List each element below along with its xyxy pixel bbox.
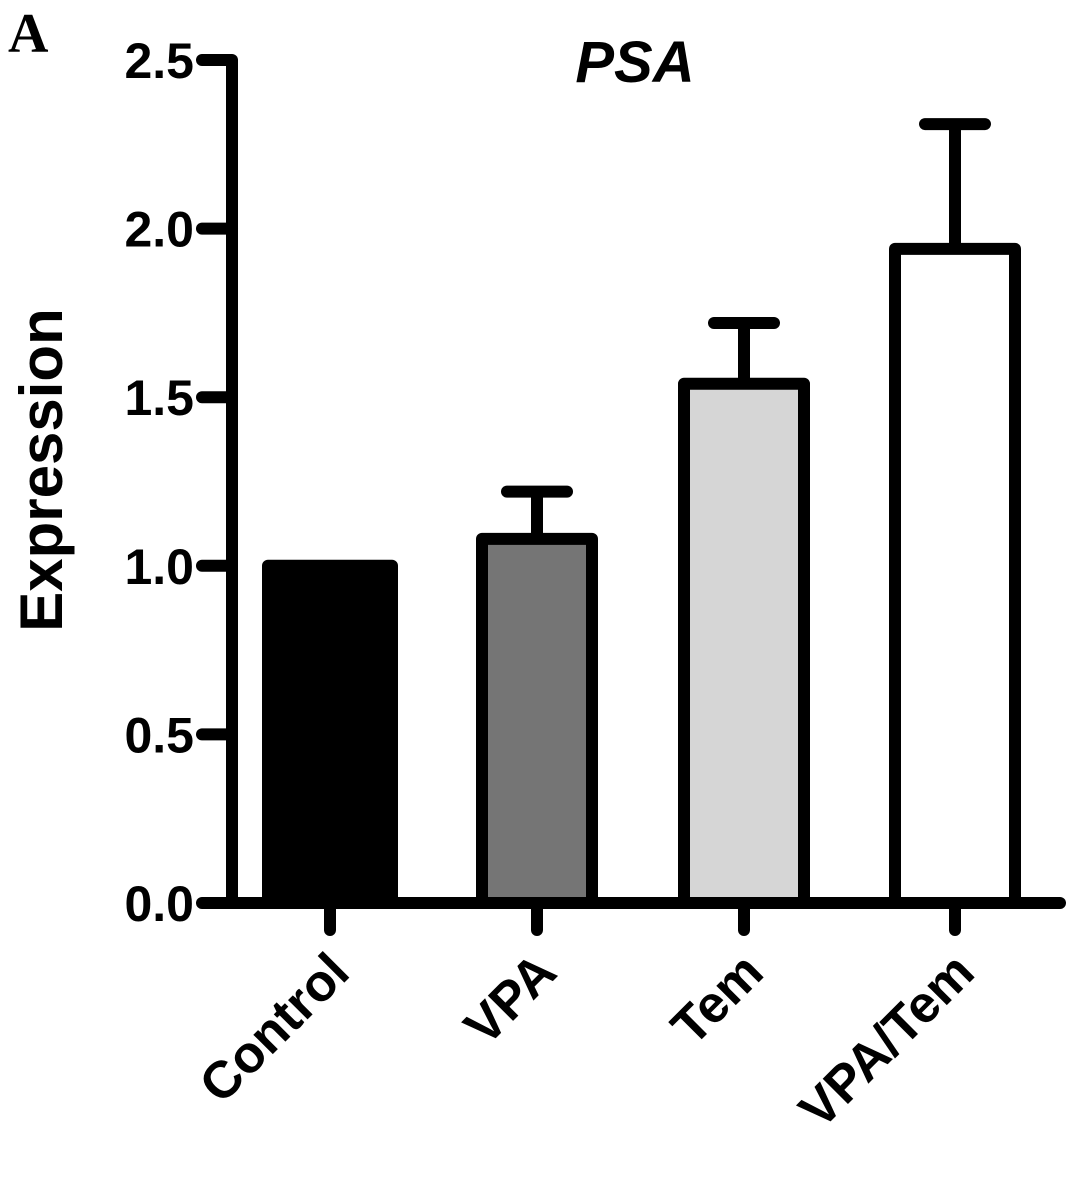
y-tick-label: 0.5 [124,707,194,763]
bar-vpa-tem [889,242,1021,910]
x-tick-label: Tem [661,942,775,1056]
y-tick-label: 2.0 [124,202,194,258]
bar-control [262,559,398,909]
y-tick-label: 1.5 [124,370,194,426]
chart-title: PSA [575,30,694,95]
x-tick-label: VPA/Tem [789,942,986,1139]
panel-label: A [8,3,49,65]
bar-vpa [476,532,598,909]
y-tick-label: 0.0 [124,876,194,932]
x-tick-label: VPA [454,942,568,1056]
y-tick-label: 2.5 [124,33,194,89]
x-tick-label: Control [189,942,361,1114]
y-axis-label: Expression [8,308,75,631]
bar-tem [678,377,810,910]
y-tick-label: 1.0 [124,539,194,595]
